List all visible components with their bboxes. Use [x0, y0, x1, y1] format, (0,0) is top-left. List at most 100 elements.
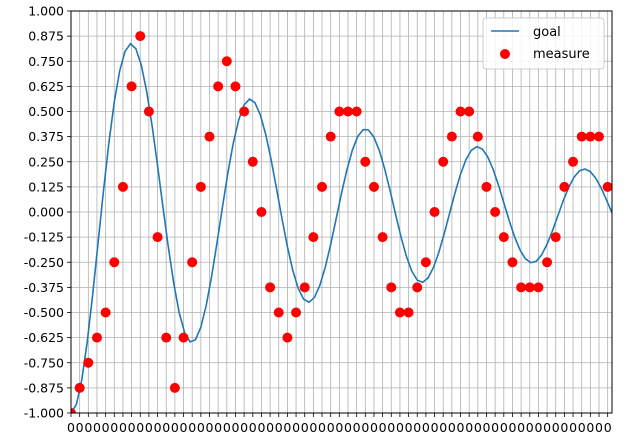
y-tick-label: 0.125 — [28, 179, 64, 194]
series-measure-point — [559, 181, 570, 192]
y-tick-label: -0.625 — [24, 330, 64, 345]
series-measure-point — [455, 106, 466, 117]
x-tick-label: 0 — [534, 420, 542, 435]
series-measure-point — [71, 408, 76, 413]
y-tick-label: -1.000 — [24, 406, 64, 421]
legend-goal-label: goal — [533, 25, 561, 40]
x-tick-label: 0 — [344, 420, 352, 435]
series-measure-point — [438, 156, 449, 167]
series-measure-point — [602, 181, 612, 192]
series-measure-point — [239, 106, 250, 117]
series-measure-point — [412, 282, 423, 293]
series-measure-point — [74, 382, 85, 393]
y-tick-label: -0.500 — [24, 305, 64, 320]
series-measure-point — [161, 332, 172, 343]
x-tick-label: 0 — [457, 420, 465, 435]
x-tick-label: 0 — [405, 420, 413, 435]
x-tick-label: 0 — [257, 420, 265, 435]
series-measure-point — [429, 207, 440, 217]
x-tick-label: 0 — [379, 420, 387, 435]
series-measure-point — [394, 307, 405, 318]
x-tick-label: 0 — [214, 420, 222, 435]
x-tick-label: 0 — [335, 420, 343, 435]
x-tick-label: 0 — [154, 420, 162, 435]
x-tick-label: 0 — [586, 420, 594, 435]
series-measure-point — [377, 232, 388, 243]
x-tick-label: 0 — [188, 420, 196, 435]
x-tick-label: 0 — [370, 420, 378, 435]
x-tick-label: 0 — [180, 420, 188, 435]
x-tick-label: 0 — [327, 420, 335, 435]
x-tick-label: 0 — [353, 420, 361, 435]
series-measure-point — [334, 106, 345, 117]
x-tick-label: 0 — [448, 420, 456, 435]
series-measure-point — [282, 332, 293, 343]
series-measure-point — [273, 307, 284, 318]
x-tick-label: 0 — [223, 420, 231, 435]
y-tick-label: 0.500 — [28, 104, 64, 119]
x-tick-label: 0 — [508, 420, 516, 435]
y-axis-ticks: -1.000 -0.875 -0.750 -0.625 -0.500 -0.375 -0.2… — [24, 4, 71, 421]
x-tick-label: 0 — [526, 420, 534, 435]
series-measure-point — [524, 282, 535, 293]
x-tick-label: 0 — [162, 420, 170, 435]
y-tick-label: -0.375 — [24, 280, 64, 295]
series-measure-point — [542, 257, 553, 268]
legend: goal measure — [482, 17, 605, 70]
x-tick-label: 0 — [76, 420, 84, 435]
series-measure-point — [594, 131, 605, 142]
x-tick-label: 0 — [145, 420, 153, 435]
y-tick-label: 0.375 — [28, 129, 64, 144]
x-tick-label: 0 — [465, 420, 473, 435]
x-tick-label: 0 — [318, 420, 326, 435]
series-measure-point — [152, 232, 163, 243]
x-tick-label: 0 — [474, 420, 482, 435]
x-tick-label: 0 — [560, 420, 568, 435]
x-tick-label: 0 — [283, 420, 291, 435]
y-tick-label: 1.000 — [28, 4, 64, 19]
x-tick-label: 0 — [517, 420, 525, 435]
series-measure-point — [187, 257, 198, 268]
x-tick-label: 0 — [361, 420, 369, 435]
x-tick-label: 0 — [266, 420, 274, 435]
series-measure-point — [576, 131, 587, 142]
series-measure-point — [308, 232, 319, 243]
y-tick-label: 0.750 — [28, 54, 64, 69]
x-tick-label: 0 — [119, 420, 127, 435]
series-measure-point — [550, 232, 561, 243]
x-tick-label: 0 — [422, 420, 430, 435]
series-measure-point — [386, 282, 397, 293]
y-tick-label: 0.250 — [28, 154, 64, 169]
series-measure-point — [325, 131, 336, 142]
series-measure-point — [585, 131, 596, 142]
x-tick-label: 0 — [604, 420, 612, 435]
x-tick-label: 0 — [500, 420, 508, 435]
x-tick-label: 0 — [396, 420, 404, 435]
x-tick-label: 0 — [552, 420, 560, 435]
x-tick-label: 0 — [136, 420, 144, 435]
x-tick-label: 0 — [483, 420, 491, 435]
series-measure-point — [568, 156, 579, 167]
series-measure-point — [126, 81, 137, 92]
series-measure-point — [195, 181, 206, 192]
series-measure-point — [420, 257, 431, 268]
x-tick-label: 0 — [67, 420, 75, 435]
series-measure-point — [169, 382, 180, 393]
series-measure-point — [446, 131, 457, 142]
x-tick-label: 0 — [413, 420, 421, 435]
series-measure-point — [291, 307, 302, 318]
series-measure-point — [490, 207, 501, 217]
x-tick-label: 0 — [249, 420, 257, 435]
series-measure-point — [213, 81, 224, 92]
series-measure-point — [265, 282, 276, 293]
series-measure-point — [498, 232, 509, 243]
series-layer — [71, 31, 612, 413]
series-measure-point — [403, 307, 414, 318]
legend-measure-marker-sample — [500, 49, 510, 59]
series-measure-point — [299, 282, 310, 293]
series-measure-point — [368, 181, 379, 192]
y-tick-label: 0.000 — [28, 205, 64, 220]
x-tick-label: 0 — [275, 420, 283, 435]
